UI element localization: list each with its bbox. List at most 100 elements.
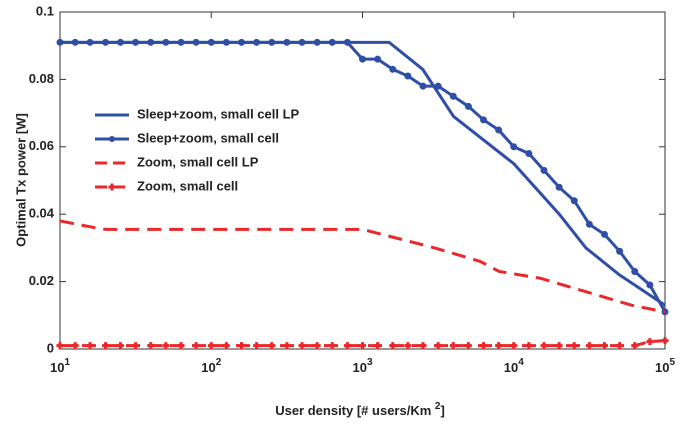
marker: [374, 55, 382, 63]
x-tick-label: 105: [655, 357, 675, 376]
marker: [268, 342, 276, 350]
x-axis-label-sup: 2: [435, 401, 441, 412]
marker: [616, 342, 624, 350]
marker: [616, 247, 624, 255]
x-tick-base: 10: [504, 360, 518, 375]
y-tick-label: 0.02: [29, 273, 54, 288]
marker: [555, 342, 563, 350]
marker: [238, 342, 246, 350]
marker: [464, 102, 472, 110]
y-tick-label: 0.1: [36, 3, 54, 18]
marker: [374, 342, 382, 350]
marker: [389, 342, 397, 350]
marker: [343, 38, 351, 46]
marker: [495, 342, 503, 350]
marker: [162, 38, 170, 46]
marker: [449, 342, 457, 350]
marker: [359, 342, 366, 350]
x-axis-label-text: User density [# users/Km: [275, 403, 435, 418]
marker: [525, 342, 533, 350]
series-line: [60, 40, 666, 307]
marker: [222, 342, 230, 350]
marker: [555, 183, 563, 191]
y-tick-label: 0: [47, 340, 54, 355]
marker: [313, 38, 321, 46]
marker: [601, 230, 609, 238]
marker: [540, 166, 548, 174]
x-tick-base: 10: [655, 360, 669, 375]
marker: [464, 342, 472, 350]
marker: [86, 342, 94, 350]
x-tick-exponent: 3: [367, 357, 373, 368]
x-axis-label-end: ]: [440, 403, 444, 418]
marker: [162, 342, 170, 350]
marker: [192, 342, 200, 350]
marker: [298, 342, 306, 350]
legend-marker: [109, 136, 115, 142]
y-tick-label: 0.06: [29, 138, 54, 153]
marker: [207, 38, 215, 46]
marker: [525, 150, 533, 158]
x-tick-exponent: 2: [216, 357, 222, 368]
marker: [177, 342, 185, 350]
marker: [253, 38, 261, 46]
series: [60, 40, 666, 307]
y-axis-label: Optimal Tx power [W]: [13, 113, 28, 247]
marker: [661, 337, 669, 345]
marker: [601, 342, 608, 350]
marker: [298, 38, 306, 46]
marker: [419, 342, 427, 350]
marker: [631, 342, 639, 350]
series: [56, 38, 669, 316]
x-tick-base: 10: [50, 360, 64, 375]
marker: [222, 38, 230, 46]
x-tick-exponent: 5: [669, 357, 675, 368]
marker: [404, 342, 412, 350]
marker: [102, 38, 110, 46]
marker: [132, 342, 140, 350]
marker: [253, 342, 261, 350]
marker: [116, 342, 124, 350]
x-tick-base: 10: [352, 360, 366, 375]
legend-label: Sleep+zoom, small cell LP: [137, 106, 300, 121]
marker: [56, 38, 64, 46]
marker: [116, 38, 124, 46]
marker: [480, 342, 487, 350]
marker: [238, 38, 246, 46]
marker: [343, 342, 351, 350]
marker: [283, 38, 291, 46]
marker: [328, 38, 336, 46]
marker: [434, 82, 442, 90]
marker: [510, 342, 518, 350]
marker: [268, 38, 276, 46]
marker: [192, 38, 200, 46]
marker: [434, 342, 442, 350]
series-line: [60, 339, 666, 348]
marker: [147, 342, 155, 350]
legend: Sleep+zoom, small cell LP Sleep+zoom, sma…: [95, 106, 300, 193]
legend-label: Zoom, small cell: [137, 178, 238, 193]
y-tick-label: 0.04: [29, 206, 55, 221]
marker: [283, 342, 291, 350]
series-line: [59, 219, 666, 314]
marker: [102, 342, 110, 350]
x-tick-exponent: 1: [64, 357, 70, 368]
series-line: [60, 40, 667, 313]
marker: [570, 197, 578, 205]
marker: [207, 342, 215, 350]
marker: [359, 55, 366, 63]
marker: [313, 342, 321, 350]
y-tick-label: 0.08: [29, 71, 54, 86]
marker: [646, 338, 654, 346]
x-tick-base: 10: [201, 360, 215, 375]
marker: [585, 220, 593, 228]
x-tick-label: 102: [201, 357, 221, 376]
series: [59, 219, 666, 314]
legend-marker: [108, 183, 116, 191]
legend-label: Zoom, small cell LP: [137, 154, 259, 169]
x-tick-label: 101: [50, 357, 70, 376]
marker: [404, 72, 412, 80]
marker: [86, 38, 94, 46]
legend-label: Sleep+zoom, small cell: [137, 130, 279, 145]
